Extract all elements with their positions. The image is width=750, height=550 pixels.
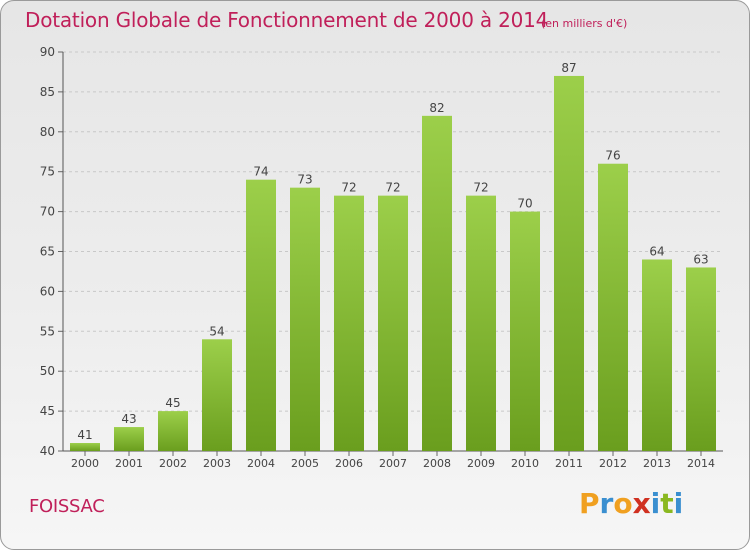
data-label: 87 <box>561 61 576 75</box>
bar <box>158 411 188 451</box>
data-label: 63 <box>693 252 708 266</box>
data-label: 74 <box>253 165 268 179</box>
bar <box>598 163 628 451</box>
bar <box>422 115 452 451</box>
data-label: 70 <box>517 197 532 211</box>
y-tick-label: 75 <box>40 165 55 179</box>
proxiti-logo: Proxiti <box>579 487 683 520</box>
bar <box>686 267 716 451</box>
data-label: 45 <box>165 396 180 410</box>
x-tick-label: 2000 <box>71 457 99 470</box>
bar <box>246 179 276 451</box>
y-tick-label: 60 <box>40 284 55 298</box>
bar <box>202 339 232 451</box>
logo-letter: i <box>650 487 661 520</box>
logo-letter: t <box>660 487 674 520</box>
y-tick-label: 85 <box>40 85 55 99</box>
y-tick-label: 50 <box>40 364 55 378</box>
x-tick-label: 2002 <box>159 457 187 470</box>
bar <box>290 187 320 451</box>
data-label: 72 <box>341 181 356 195</box>
logo-letter: P <box>579 487 600 520</box>
data-label: 76 <box>605 149 620 163</box>
x-tick-label: 2014 <box>687 457 715 470</box>
bar <box>114 427 144 451</box>
chart-subtitle: (en milliers d'€) <box>541 17 628 30</box>
y-tick-label: 90 <box>40 45 55 59</box>
data-label: 72 <box>473 181 488 195</box>
x-tick-label: 2008 <box>423 457 451 470</box>
data-label: 72 <box>385 181 400 195</box>
bar <box>642 259 672 451</box>
bar <box>466 195 496 451</box>
x-tick-label: 2009 <box>467 457 495 470</box>
bar <box>554 75 584 451</box>
y-tick-label: 40 <box>40 444 55 458</box>
logo-letter: x <box>632 487 651 520</box>
x-tick-label: 2012 <box>599 457 627 470</box>
x-tick-label: 2011 <box>555 457 583 470</box>
chart-title: Dotation Globale de Fonctionnement de 20… <box>25 8 549 32</box>
y-tick-label: 65 <box>40 245 55 259</box>
bar <box>70 443 100 451</box>
data-label: 43 <box>121 412 136 426</box>
x-tick-label: 2003 <box>203 457 231 470</box>
data-label: 64 <box>649 244 664 258</box>
y-tick-label: 45 <box>40 404 55 418</box>
y-tick-label: 70 <box>40 205 55 219</box>
x-tick-label: 2007 <box>379 457 407 470</box>
data-label: 73 <box>297 173 312 187</box>
logo-letter: r <box>599 487 614 520</box>
x-tick-label: 2005 <box>291 457 319 470</box>
x-tick-label: 2004 <box>247 457 275 470</box>
logo-letter: i <box>673 487 684 520</box>
x-tick-label: 2001 <box>115 457 143 470</box>
y-tick-label: 80 <box>40 125 55 139</box>
data-label: 41 <box>77 428 92 442</box>
data-label: 54 <box>209 324 224 338</box>
bar <box>510 211 540 451</box>
x-tick-label: 2006 <box>335 457 363 470</box>
bar <box>334 195 364 451</box>
bar <box>378 195 408 451</box>
data-label: 82 <box>429 101 444 115</box>
y-tick-label: 55 <box>40 324 55 338</box>
x-tick-label: 2013 <box>643 457 671 470</box>
commune-name: FOISSAC <box>29 496 105 517</box>
logo-letter: o <box>613 487 633 520</box>
x-tick-label: 2010 <box>511 457 539 470</box>
